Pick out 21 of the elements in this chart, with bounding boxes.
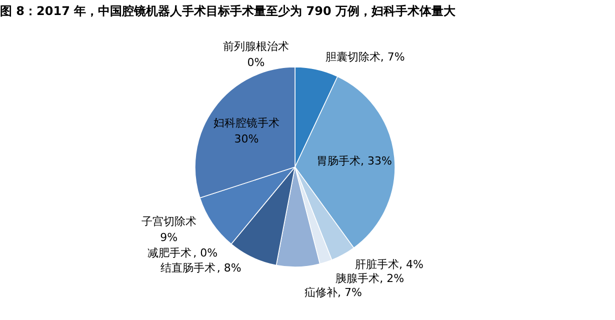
text: , 0%: [193, 246, 218, 260]
data-label: , 33%: [360, 154, 392, 168]
slice-label: 疝修补: [304, 286, 338, 300]
slice-label: 肝脏手术: [354, 258, 399, 272]
data-label: , 4%: [398, 258, 424, 272]
data-label: , 7%: [380, 50, 405, 64]
data-label: 30%: [234, 132, 259, 146]
category-label: 减肥手术: [148, 246, 192, 260]
data-label: , 8%: [216, 261, 242, 274]
slice-label: 胰腺手术: [336, 272, 380, 286]
category-label: 前列腺根治术: [223, 40, 289, 53]
slice-label: 胃肠手术: [316, 154, 360, 168]
slice-label: 结直肠手术: [160, 261, 216, 274]
slice-label: 子宫切除术: [141, 214, 196, 228]
slice-label: 胆囊切除术: [325, 50, 380, 64]
data-label: , 7%: [338, 286, 362, 300]
data-label: 9%: [160, 230, 178, 244]
text: 0%: [247, 56, 265, 69]
chart-title: 图 8：2017 年，中国腔镜机器人手术目标手术量至少为 790 万例，妇科手术体量大: [0, 4, 457, 18]
data-label: , 2%: [380, 272, 404, 286]
slice-label: 妇科腔镜手术: [213, 116, 280, 130]
